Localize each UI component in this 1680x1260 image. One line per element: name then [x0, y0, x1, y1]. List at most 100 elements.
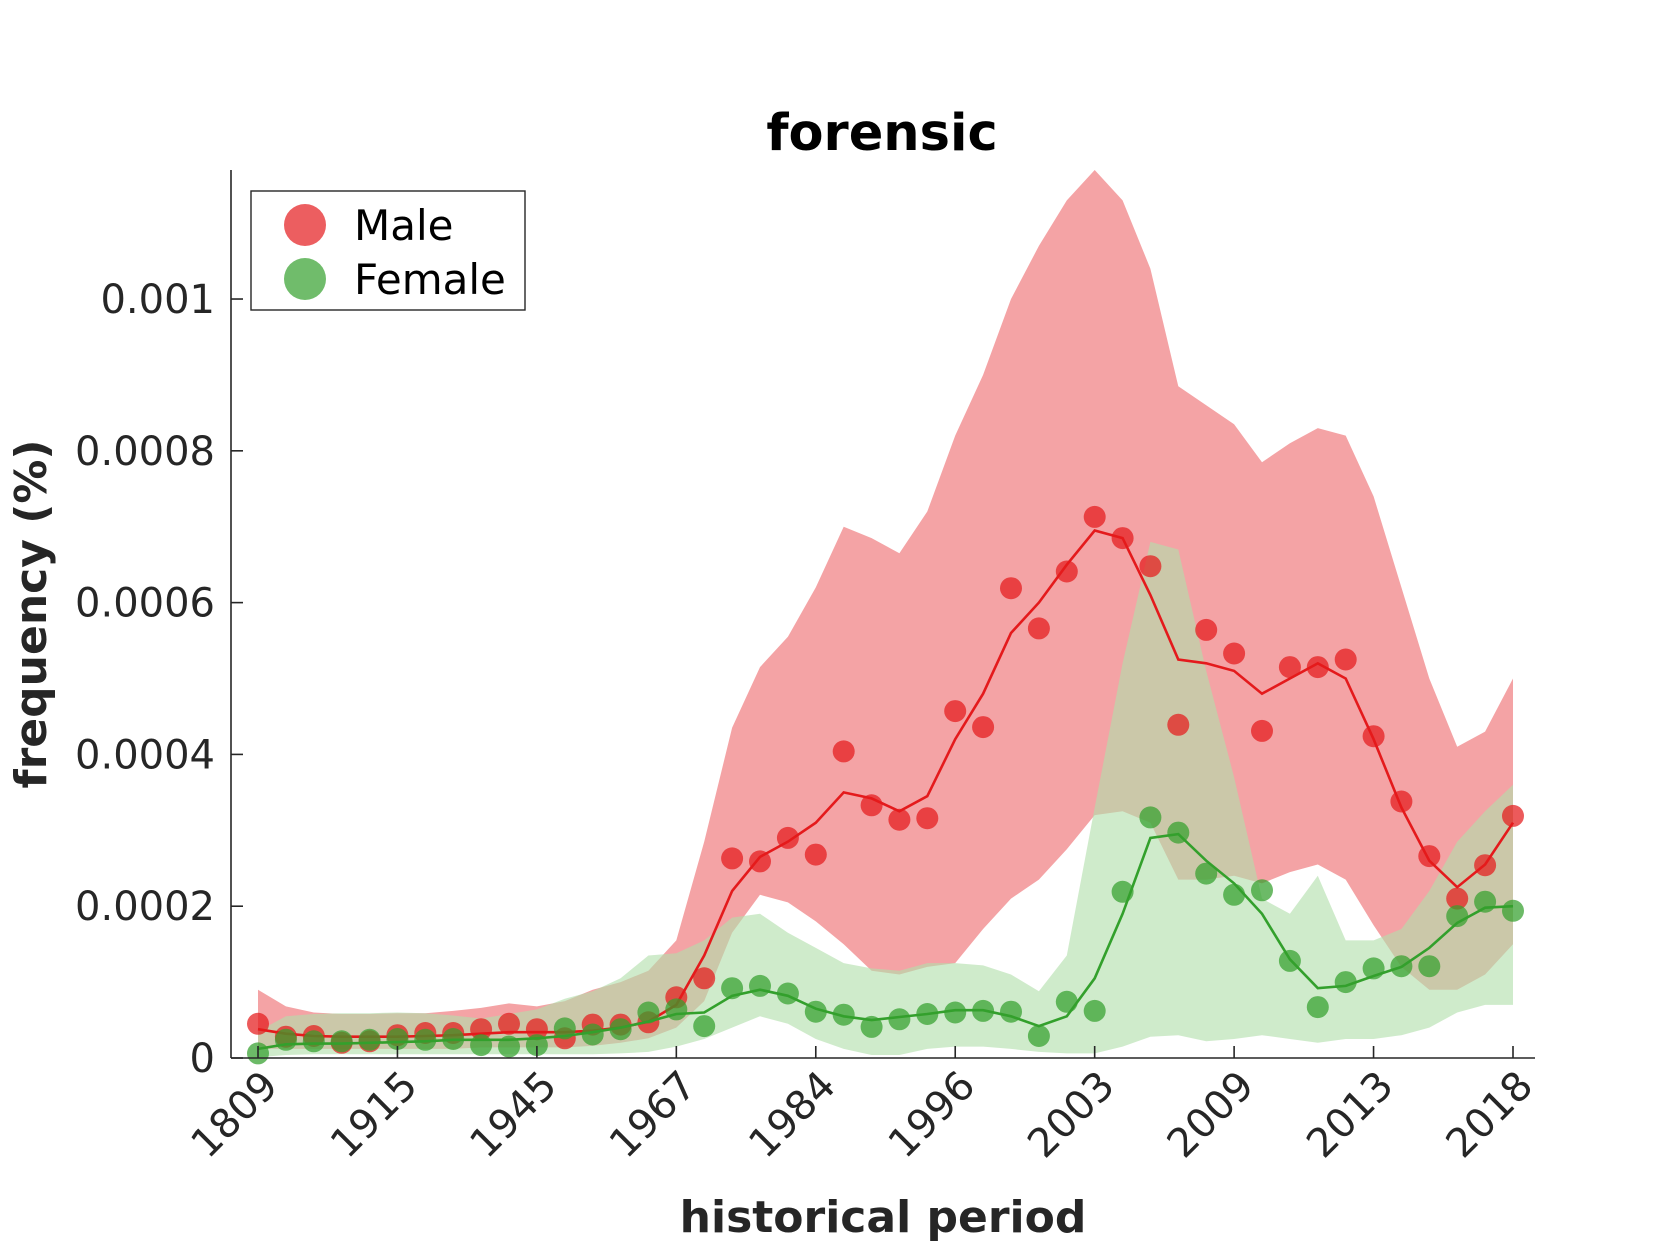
- female-point: [888, 1008, 911, 1031]
- legend-marker-female: [284, 258, 326, 300]
- male-point: [1390, 790, 1413, 813]
- male-point: [525, 1018, 548, 1041]
- female-point: [1278, 949, 1301, 972]
- female-point: [1223, 883, 1246, 906]
- male-point: [1502, 804, 1524, 827]
- female-point: [442, 1028, 465, 1050]
- female-point: [274, 1028, 297, 1051]
- female-point: [609, 1018, 632, 1041]
- male-point: [1055, 560, 1078, 583]
- female-point: [804, 1000, 827, 1023]
- male-point: [1446, 887, 1469, 910]
- male-point: [721, 847, 744, 870]
- male-point: [1223, 642, 1246, 665]
- female-point: [1362, 957, 1385, 980]
- female-point: [302, 1030, 325, 1053]
- legend-label-male: Male: [354, 201, 453, 250]
- male-point: [498, 1012, 520, 1035]
- male-point: [1111, 527, 1134, 550]
- y-tick-label: 0.0008: [75, 429, 215, 475]
- female-point: [776, 982, 799, 1005]
- female-point: [972, 999, 995, 1022]
- female-point: [1000, 1000, 1022, 1023]
- female-point: [693, 1015, 716, 1038]
- male-point: [916, 807, 939, 830]
- male-point: [1167, 713, 1190, 736]
- male-point: [944, 700, 967, 723]
- male-point: [832, 740, 855, 763]
- chart-title: forensic: [766, 104, 997, 163]
- female-point: [1502, 899, 1524, 922]
- female-point: [1139, 806, 1162, 829]
- female-point: [749, 974, 771, 997]
- female-point: [386, 1028, 409, 1050]
- male-point: [1474, 854, 1497, 877]
- female-point: [1111, 880, 1134, 903]
- female-point: [414, 1028, 437, 1051]
- female-point: [358, 1028, 381, 1051]
- y-ticks: 0 0.0002 0.0004 0.0006 0.0008 0.001: [75, 277, 243, 1082]
- female-point: [1027, 1025, 1050, 1047]
- male-point: [1139, 555, 1162, 578]
- male-point: [776, 826, 799, 849]
- male-point: [1000, 577, 1022, 600]
- female-point: [916, 1003, 939, 1025]
- male-point: [1362, 725, 1385, 748]
- y-tick-label: 0: [190, 1036, 215, 1082]
- x-axis-label: historical period: [680, 1192, 1087, 1243]
- female-point: [1334, 971, 1357, 994]
- female-point: [498, 1035, 520, 1058]
- female-point: [525, 1034, 548, 1057]
- female-point: [1390, 955, 1413, 978]
- female-point: [832, 1003, 855, 1026]
- female-point: [860, 1015, 883, 1038]
- male-point: [749, 850, 771, 873]
- axes: [230, 170, 1535, 1059]
- male-point: [1278, 656, 1301, 679]
- female-point: [944, 1001, 967, 1024]
- male-point: [470, 1018, 493, 1041]
- female-point: [1418, 955, 1441, 978]
- y-tick-label: 0.001: [100, 277, 215, 323]
- female-point: [1083, 999, 1106, 1022]
- female-point: [1055, 990, 1078, 1013]
- male-point: [1195, 618, 1218, 641]
- y-tick-label: 0.0004: [75, 732, 215, 778]
- male-point: [1306, 656, 1329, 679]
- female-point: [581, 1023, 604, 1046]
- legend-label-female: Female: [354, 255, 506, 304]
- male-point: [804, 843, 827, 866]
- male-trend-line: [257, 529, 1515, 1038]
- male-point: [247, 1012, 269, 1035]
- female-point: [637, 1001, 660, 1024]
- female-point: [1251, 879, 1273, 902]
- female-point: [1446, 905, 1469, 928]
- legend: Male Female: [250, 190, 526, 311]
- male-point: [1027, 617, 1050, 640]
- female-point: [721, 977, 744, 1000]
- female-point: [1195, 862, 1218, 885]
- female-point: [1306, 996, 1329, 1019]
- female-confidence-band: [258, 541, 1513, 1058]
- y-tick-label: 0.0002: [75, 884, 215, 930]
- female-point: [470, 1034, 493, 1057]
- male-point: [693, 967, 716, 990]
- female-point: [330, 1030, 353, 1053]
- male-point: [972, 716, 995, 739]
- male-point: [1418, 845, 1441, 868]
- male-point: [888, 808, 911, 831]
- male-point: [860, 794, 883, 817]
- plot-area: [247, 170, 1524, 1065]
- male-point: [1251, 719, 1273, 742]
- female-point: [665, 998, 688, 1021]
- male-point: [1083, 505, 1106, 528]
- male-point: [1334, 648, 1357, 671]
- y-tick-label: 0.0006: [75, 581, 215, 627]
- female-point: [553, 1017, 576, 1040]
- female-trend-line: [257, 832, 1514, 1051]
- female-point: [1167, 821, 1190, 844]
- female-point: [1474, 890, 1497, 913]
- y-axis-label: frequency (%): [6, 439, 57, 788]
- legend-marker-male: [284, 204, 326, 246]
